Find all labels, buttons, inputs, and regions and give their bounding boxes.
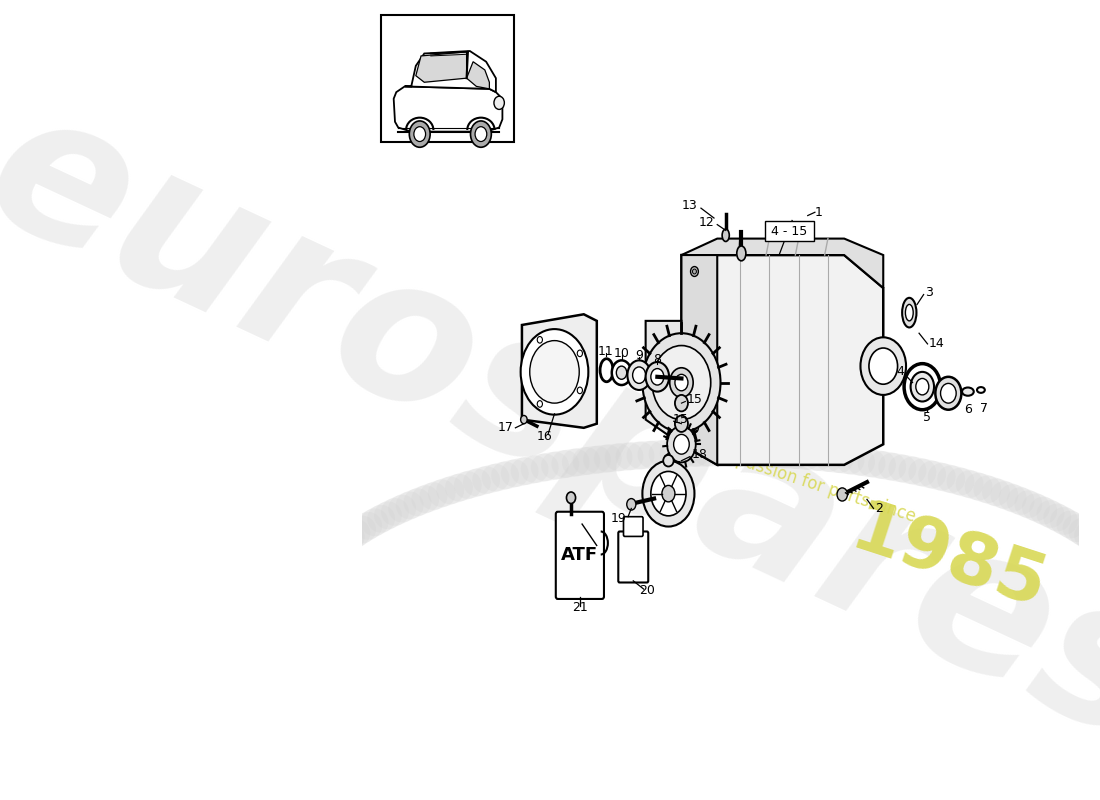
Text: 5: 5 [923, 411, 931, 425]
Text: 11: 11 [598, 345, 614, 358]
Ellipse shape [722, 229, 729, 242]
Circle shape [642, 461, 694, 526]
Circle shape [670, 368, 693, 398]
Text: 9: 9 [635, 349, 643, 362]
Circle shape [701, 349, 708, 358]
Text: 6: 6 [964, 403, 971, 416]
Circle shape [869, 348, 898, 384]
Circle shape [627, 360, 651, 390]
Ellipse shape [902, 298, 916, 327]
Text: 8: 8 [653, 353, 661, 366]
Text: 21: 21 [572, 601, 587, 614]
FancyBboxPatch shape [766, 222, 814, 241]
Ellipse shape [905, 305, 913, 321]
Polygon shape [681, 238, 883, 288]
Ellipse shape [962, 387, 974, 396]
Circle shape [612, 360, 631, 385]
Text: 15: 15 [672, 413, 689, 426]
Text: 3: 3 [925, 286, 934, 298]
Circle shape [935, 377, 961, 410]
Polygon shape [521, 314, 597, 428]
Circle shape [627, 498, 636, 510]
Circle shape [494, 96, 505, 110]
Circle shape [652, 346, 711, 419]
Ellipse shape [601, 358, 613, 382]
Polygon shape [405, 51, 496, 92]
Circle shape [860, 338, 906, 395]
Circle shape [537, 401, 542, 407]
Circle shape [662, 486, 675, 502]
Text: 2: 2 [876, 502, 883, 515]
FancyBboxPatch shape [381, 15, 514, 142]
Text: eurospares: eurospares [0, 70, 1100, 786]
Circle shape [675, 415, 688, 432]
FancyBboxPatch shape [556, 512, 604, 599]
Polygon shape [646, 321, 681, 444]
Circle shape [916, 378, 928, 395]
FancyBboxPatch shape [624, 517, 644, 537]
Circle shape [702, 351, 706, 356]
Circle shape [616, 366, 627, 379]
Text: a passion for parts since: a passion for parts since [718, 446, 917, 526]
Circle shape [632, 367, 646, 383]
Circle shape [675, 374, 688, 390]
Circle shape [940, 383, 956, 403]
Text: 10: 10 [614, 347, 629, 360]
Circle shape [646, 362, 669, 392]
Circle shape [673, 434, 690, 454]
Text: 7: 7 [980, 402, 988, 414]
Text: 1: 1 [815, 206, 823, 218]
Circle shape [520, 329, 588, 414]
Circle shape [471, 121, 492, 147]
Polygon shape [681, 255, 717, 465]
Circle shape [691, 423, 698, 433]
Text: 14: 14 [928, 338, 945, 350]
Circle shape [691, 266, 698, 277]
Circle shape [578, 387, 583, 394]
Polygon shape [394, 86, 503, 132]
Circle shape [642, 334, 720, 432]
Circle shape [520, 415, 527, 424]
Circle shape [409, 121, 430, 147]
Circle shape [693, 426, 696, 430]
Ellipse shape [737, 246, 746, 261]
Circle shape [537, 337, 542, 343]
Circle shape [651, 369, 664, 385]
Text: 19: 19 [610, 512, 626, 525]
Circle shape [837, 488, 847, 501]
Text: 4 - 15: 4 - 15 [771, 225, 807, 238]
Circle shape [693, 269, 696, 274]
Circle shape [578, 350, 583, 357]
Ellipse shape [977, 387, 985, 393]
Circle shape [566, 492, 575, 503]
Polygon shape [681, 255, 883, 465]
Circle shape [675, 395, 688, 411]
Text: 15: 15 [686, 393, 703, 406]
Polygon shape [466, 62, 490, 89]
Text: 18: 18 [691, 449, 707, 462]
Text: 12: 12 [698, 216, 714, 229]
Text: 16: 16 [537, 430, 552, 442]
Polygon shape [416, 52, 466, 82]
FancyBboxPatch shape [618, 531, 648, 582]
Text: 13: 13 [682, 199, 697, 212]
Text: 17: 17 [497, 422, 514, 434]
Circle shape [475, 126, 487, 142]
Text: 1985: 1985 [843, 495, 1055, 623]
Text: ATF: ATF [561, 546, 598, 564]
Circle shape [414, 126, 426, 142]
Text: 20: 20 [639, 584, 654, 598]
Circle shape [530, 341, 580, 403]
Circle shape [911, 372, 934, 402]
Circle shape [667, 426, 696, 462]
Ellipse shape [663, 455, 673, 466]
Circle shape [651, 471, 686, 516]
Text: 4: 4 [896, 366, 904, 378]
